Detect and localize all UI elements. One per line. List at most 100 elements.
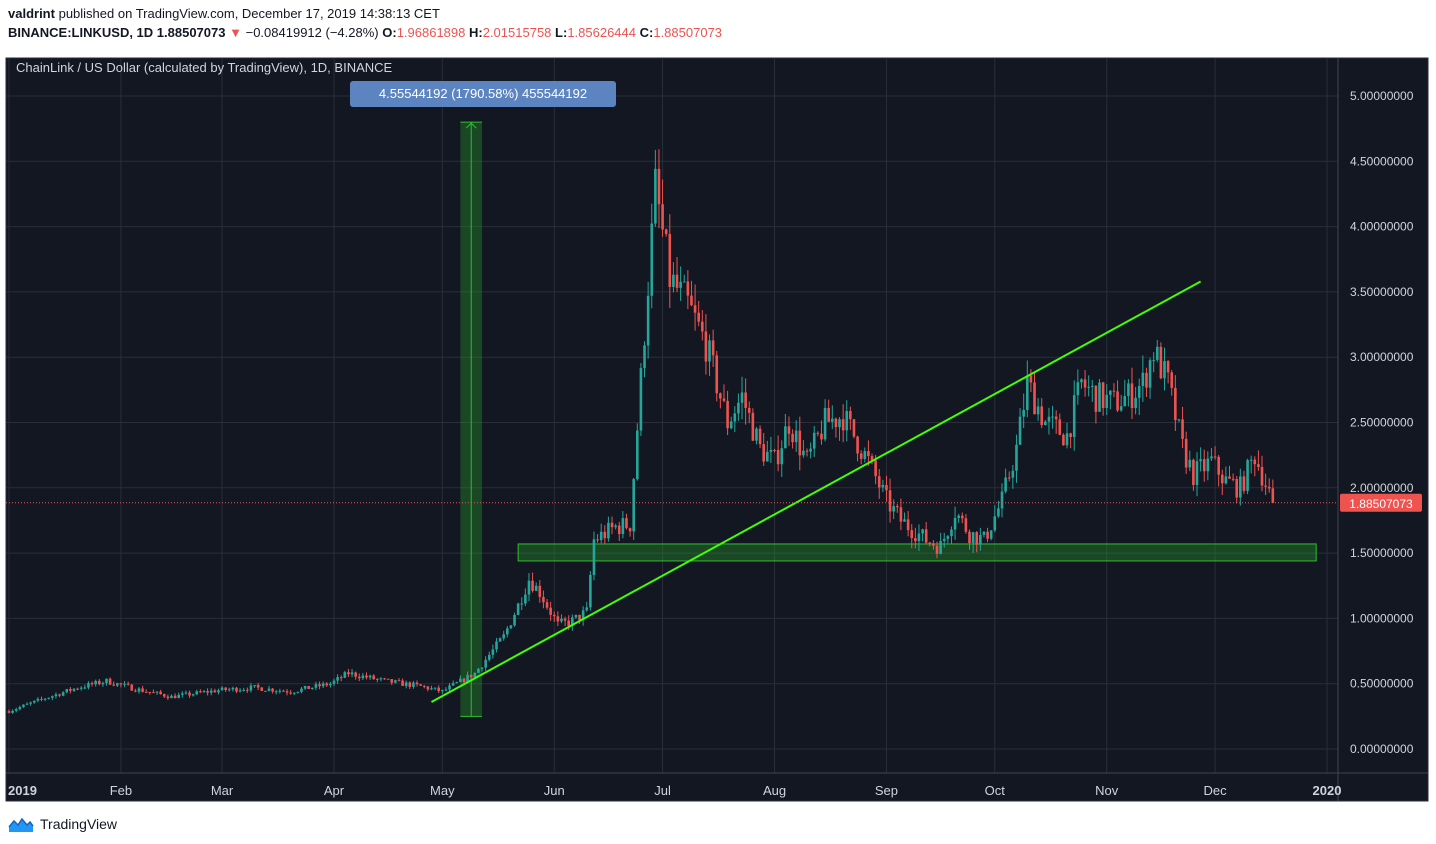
candle-body-down[interactable] <box>744 392 747 408</box>
candle-body-down[interactable] <box>271 688 274 692</box>
candle-body-down[interactable] <box>141 688 144 692</box>
candle-body-down[interactable] <box>747 407 751 413</box>
candle-body-up[interactable] <box>451 683 455 686</box>
candle-body-down[interactable] <box>538 585 542 597</box>
candle-body-up[interactable] <box>220 687 224 691</box>
candle-body-down[interactable] <box>401 680 404 686</box>
candle-body-up[interactable] <box>581 610 585 621</box>
candle-body-up[interactable] <box>1239 476 1242 498</box>
candle-body-up[interactable] <box>1155 346 1159 360</box>
candle-body-down[interactable] <box>690 295 693 306</box>
candle-body-down[interactable] <box>895 506 899 508</box>
candle-body-down[interactable] <box>437 687 441 692</box>
candle-body-up[interactable] <box>1098 382 1101 412</box>
candle-body-down[interactable] <box>1192 459 1195 486</box>
candle-body-down[interactable] <box>1166 361 1170 373</box>
candle-body-down[interactable] <box>849 411 852 420</box>
candle-body-up[interactable] <box>632 479 635 532</box>
candle-body-down[interactable] <box>112 684 116 686</box>
candle-body-down[interactable] <box>556 616 560 622</box>
candle-body-down[interactable] <box>1174 387 1177 421</box>
candle-body-down[interactable] <box>462 678 466 682</box>
candle-body-down[interactable] <box>975 532 979 545</box>
candle-body-up[interactable] <box>755 428 758 441</box>
candle-body-up[interactable] <box>502 634 506 639</box>
candle-body-up[interactable] <box>487 654 491 660</box>
candle-body-down[interactable] <box>856 436 859 454</box>
candle-body-up[interactable] <box>1022 409 1025 417</box>
candle-body-down[interactable] <box>1231 478 1235 480</box>
candle-body-down[interactable] <box>776 449 780 465</box>
candle-body-down[interactable] <box>1235 479 1239 498</box>
candle-body-up[interactable] <box>654 168 657 224</box>
candle-body-up[interactable] <box>1188 459 1192 468</box>
candle-body-up[interactable] <box>506 628 509 635</box>
candle-body-down[interactable] <box>787 426 791 434</box>
candle-body-up[interactable] <box>83 687 87 689</box>
candle-body-up[interactable] <box>227 689 231 691</box>
candle-body-up[interactable] <box>1210 456 1213 459</box>
candle-body-down[interactable] <box>69 689 72 691</box>
candle-body-down[interactable] <box>224 687 227 690</box>
candle-body-down[interactable] <box>827 407 830 422</box>
candle-body-down[interactable] <box>408 682 412 687</box>
candle-body-up[interactable] <box>1080 379 1083 383</box>
candle-body-up[interactable] <box>733 413 737 422</box>
candle-body-up[interactable] <box>589 574 592 608</box>
candle-body-down[interactable] <box>90 683 94 685</box>
candle-body-up[interactable] <box>29 702 32 704</box>
candle-body-up[interactable] <box>917 533 921 542</box>
candle-body-up[interactable] <box>1090 385 1094 387</box>
candle-body-up[interactable] <box>1018 416 1022 445</box>
candle-body-up[interactable] <box>520 603 524 605</box>
candle-body-up[interactable] <box>274 691 278 693</box>
candle-body-up[interactable] <box>296 691 300 693</box>
candle-body-down[interactable] <box>657 168 661 205</box>
candle-body-up[interactable] <box>65 689 69 693</box>
candle-body-down[interactable] <box>545 602 549 608</box>
candle-body-up[interactable] <box>484 659 487 668</box>
candle-body-down[interactable] <box>928 542 932 544</box>
candle-body-up[interactable] <box>25 703 29 705</box>
candle-body-up[interactable] <box>300 688 303 692</box>
candle-body-up[interactable] <box>1246 460 1249 491</box>
candle-body-up[interactable] <box>123 683 126 685</box>
candle-body-up[interactable] <box>343 672 347 678</box>
candle-body-up[interactable] <box>1163 361 1166 379</box>
candle-body-up[interactable] <box>560 618 563 622</box>
candle-body-up[interactable] <box>155 691 159 693</box>
candle-body-up[interactable] <box>1072 395 1076 438</box>
candle-body-up[interactable] <box>1109 390 1112 395</box>
candle-body-down[interactable] <box>354 672 357 677</box>
candle-body-down[interactable] <box>906 519 910 531</box>
candle-body-up[interactable] <box>942 538 946 542</box>
candle-body-down[interactable] <box>542 596 545 603</box>
candle-body-down[interactable] <box>386 678 390 680</box>
candle-body-up[interactable] <box>971 532 975 544</box>
candle-body-up[interactable] <box>184 692 188 694</box>
candle-body-up[interactable] <box>708 340 711 362</box>
candle-body-down[interactable] <box>1220 474 1224 484</box>
candle-body-up[interactable] <box>729 421 733 429</box>
candle-body-down[interactable] <box>552 614 556 617</box>
candle-body-up[interactable] <box>54 694 58 697</box>
candle-body-up[interactable] <box>491 649 495 655</box>
candle-body-down[interactable] <box>58 694 61 696</box>
candle-body-up[interactable] <box>264 690 267 692</box>
candle-body-down[interactable] <box>899 507 903 522</box>
candle-body-down[interactable] <box>162 694 166 697</box>
candle-body-down[interactable] <box>816 432 820 434</box>
candle-body-up[interactable] <box>1076 382 1080 396</box>
candle-body-up[interactable] <box>361 675 365 679</box>
candle-body-up[interactable] <box>585 607 589 611</box>
candle-body-down[interactable] <box>841 419 845 431</box>
candle-body-down[interactable] <box>1260 466 1264 486</box>
candle-body-up[interactable] <box>621 518 625 534</box>
candle-body-down[interactable] <box>722 398 726 401</box>
candle-body-down[interactable] <box>805 450 809 452</box>
candle-body-up[interactable] <box>1127 383 1130 396</box>
candle-body-up[interactable] <box>1004 477 1007 492</box>
candle-body-down[interactable] <box>144 691 148 693</box>
candle-body-down[interactable] <box>924 529 928 543</box>
candle-body-up[interactable] <box>892 506 895 512</box>
